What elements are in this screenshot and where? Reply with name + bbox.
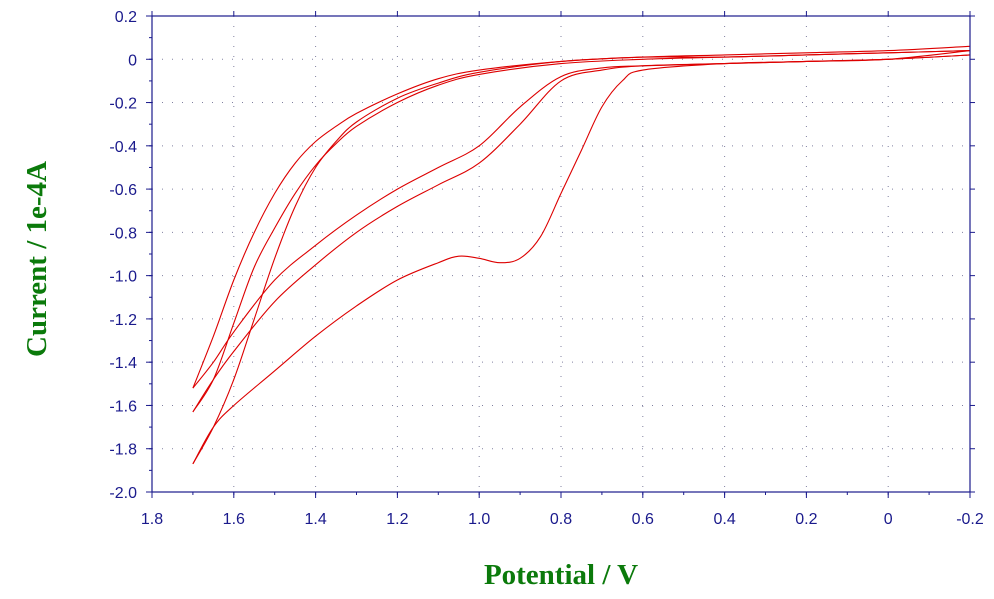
ticks	[146, 11, 975, 498]
x-axis-tick-labels: 1.8 1.6 1.4 1.2 1.0 0.8 0.6 0.4 0.2 0 -0.2	[141, 511, 984, 528]
y-tick-label: -0.8	[109, 225, 137, 242]
plot-frame	[151, 15, 971, 493]
x-tick-label: 0.6	[632, 511, 654, 528]
grid	[152, 16, 970, 492]
x-axis-title: Potential / V	[484, 559, 638, 591]
x-tick-label: 1.6	[223, 511, 245, 528]
x-tick-label: 1.4	[304, 511, 326, 528]
y-tick-label: -1.6	[109, 398, 137, 415]
cv-trace-5	[192, 54, 971, 389]
y-tick-label: -0.6	[109, 182, 137, 199]
y-tick-label: -2.0	[109, 485, 137, 502]
x-tick-label: 1.8	[141, 511, 163, 528]
x-tick-label: 0.2	[795, 511, 817, 528]
y-tick-label: -0.4	[109, 139, 137, 156]
cv-trace-6	[192, 50, 971, 389]
x-tick-label: 1.0	[468, 511, 490, 528]
y-tick-label: 0.2	[115, 9, 137, 26]
y-axis-tick-labels: 0.2 0 -0.2 -0.4 -0.6 -0.8 -1.0 -1.2 -1.4 -1.6 -1.8…	[109, 9, 137, 502]
y-tick-label: -1.2	[109, 312, 137, 329]
x-tick-label: 0.8	[550, 511, 572, 528]
y-tick-label: 0	[128, 52, 137, 69]
y-tick-label: -0.2	[109, 96, 137, 113]
y-axis-title: Current / 1e-4A	[21, 161, 53, 357]
x-tick-label: -0.2	[956, 511, 984, 528]
cv-trace-3	[192, 54, 971, 413]
x-tick-label: 1.2	[386, 511, 408, 528]
y-tick-label: -1.8	[109, 442, 137, 459]
y-tick-label: -1.4	[109, 355, 137, 372]
y-tick-label: -1.0	[109, 269, 137, 286]
cv-trace-2	[192, 45, 971, 465]
cv-trace-1	[192, 50, 971, 465]
cv-trace-4	[192, 50, 971, 413]
x-tick-label: 0.4	[713, 511, 735, 528]
curve-layer	[192, 45, 971, 465]
x-tick-label: 0	[884, 511, 893, 528]
